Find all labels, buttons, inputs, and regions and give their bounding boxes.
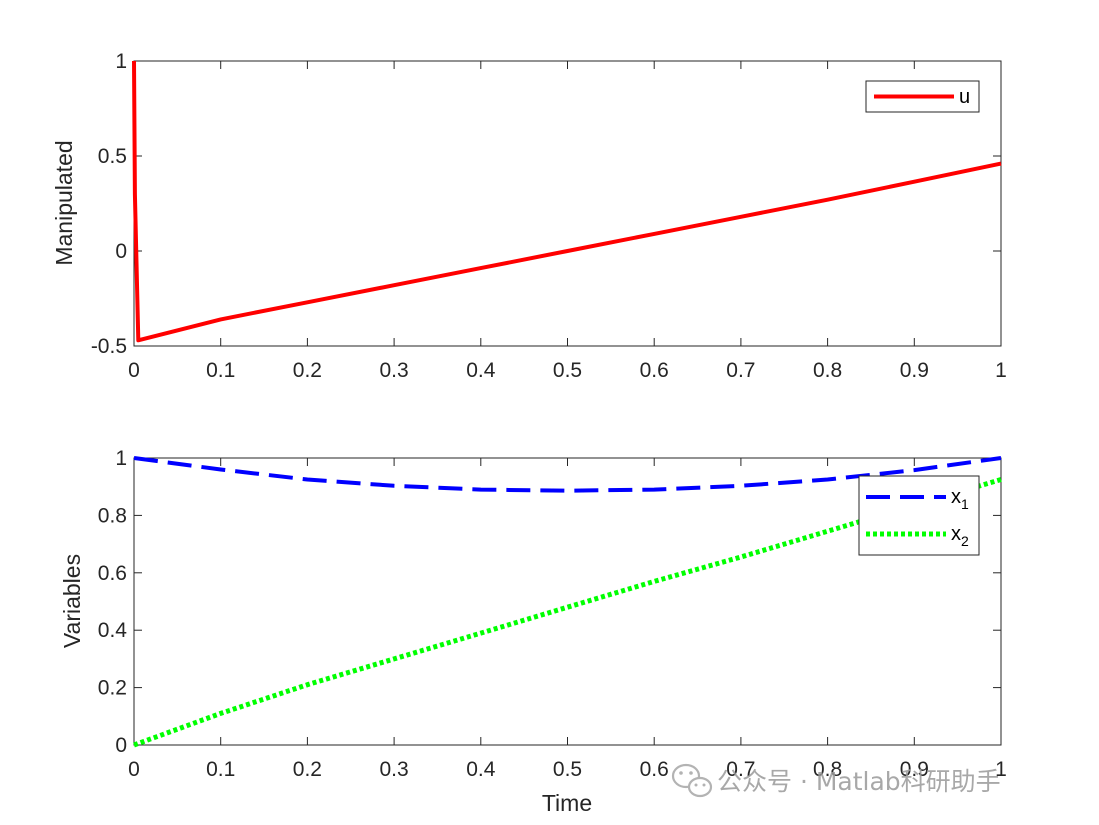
top-x-tick-label: 0.7 (726, 359, 755, 382)
top-y-tick-label: -0.5 (91, 335, 127, 358)
top-legend: u (865, 80, 980, 113)
top-x-tick-label: 0.9 (900, 359, 929, 382)
bottom-y-tick-label: 0.6 (98, 562, 127, 585)
top-plot-area (133, 60, 1002, 347)
bottom-x-tick-label: 0 (128, 758, 140, 781)
top-x-tick-label: 0.6 (640, 359, 669, 382)
top-x-tick-label: 1 (995, 359, 1007, 382)
bottom-axes: 0 0.1 0.2 0.3 0.4 0.5 0.6 0.7 0.8 0.9 1 0 0.2 0.4 0.6 0… (59, 447, 1007, 816)
bottom-legend: x1 x2 (858, 475, 980, 556)
top-x-tick-label: 0.1 (206, 359, 235, 382)
top-x-tick-label: 0.4 (466, 359, 496, 382)
bottom-x-axis-label: Time (542, 790, 592, 816)
legend-label-x2: x2 (951, 523, 969, 549)
watermark: 公众号 · Matlab科研助手 (671, 763, 1001, 798)
top-y-tick-label: 1 (115, 50, 127, 73)
top-axes: 0 0.1 0.2 0.3 0.4 0.5 0.6 0.7 0.8 0.9 1-0.500.51 M… (51, 50, 1007, 382)
bottom-legend-box (858, 475, 980, 556)
bottom-x-tick-label: 0.8 (813, 758, 842, 781)
bottom-y-tick-label: 0.4 (98, 619, 128, 642)
bottom-plot-area (133, 457, 1002, 746)
series-line-x1 (133, 456, 1002, 493)
bottom-y-tick-label: 0 (115, 734, 127, 757)
bottom-x-tick-label: 0.7 (726, 758, 755, 781)
wechat-icon (671, 763, 713, 798)
bottom-x-tick-label: 0.4 (466, 758, 496, 781)
top-x-tick-label: 0.5 (553, 359, 582, 382)
series-line-x2 (133, 477, 1002, 748)
top-x-tick-label: 0.8 (813, 359, 842, 382)
bottom-x-tick-label: 0.9 (900, 758, 929, 781)
legend-label-x1: x1 (951, 486, 969, 512)
bottom-y-tick-label: 0.8 (98, 504, 127, 527)
bottom-x-tick-label: 0.2 (293, 758, 322, 781)
bottom-y-tick-label: 0.2 (98, 677, 127, 700)
top-y-axis-label: Manipulated (51, 140, 77, 265)
top-y-tick-label: 0 (115, 240, 127, 263)
bottom-x-tick-label: 1 (995, 758, 1007, 781)
bottom-x-tick-label: 0.6 (640, 758, 669, 781)
top-x-tick-label: 0 (128, 359, 140, 382)
watermark-text: 公众号 · Matlab科研助手 (717, 767, 1001, 796)
bottom-y-axis-label: Variables (59, 554, 85, 648)
bottom-x-tick-label: 0.1 (206, 758, 235, 781)
bottom-x-tick-label: 0.5 (553, 758, 582, 781)
legend-label-u: u (959, 86, 970, 108)
bottom-x-tick-label: 0.3 (379, 758, 408, 781)
top-x-tick-label: 0.3 (379, 359, 408, 382)
top-x-tick-label: 0.2 (293, 359, 322, 382)
bottom-y-tick-label: 1 (115, 447, 127, 470)
top-y-tick-label: 0.5 (98, 145, 127, 168)
series-line-u (132, 60, 1002, 343)
